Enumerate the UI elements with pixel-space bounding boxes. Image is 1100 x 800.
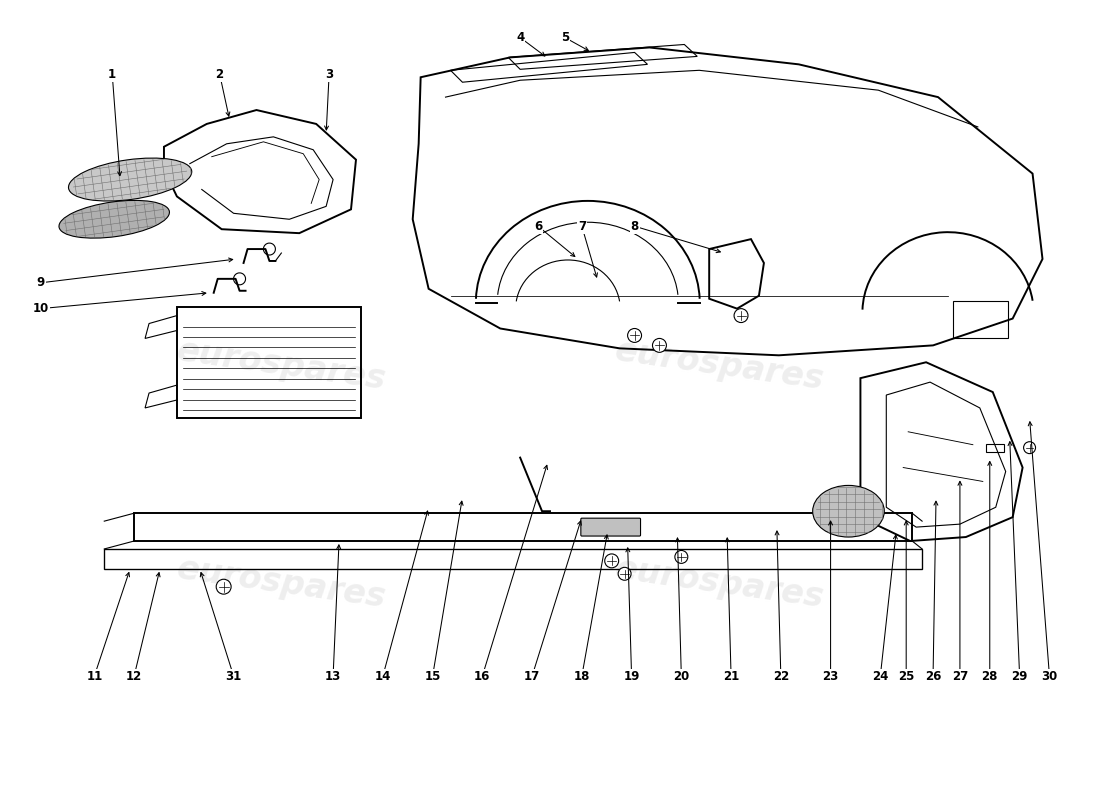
Text: 22: 22 <box>772 670 789 682</box>
Circle shape <box>605 554 618 568</box>
Bar <box>953 301 1008 338</box>
Bar <box>177 306 361 418</box>
Text: 30: 30 <box>1042 670 1057 682</box>
Text: 5: 5 <box>561 31 569 44</box>
Ellipse shape <box>59 200 169 238</box>
Text: 26: 26 <box>925 670 942 682</box>
Ellipse shape <box>813 486 884 537</box>
Text: 25: 25 <box>898 670 914 682</box>
Circle shape <box>652 338 667 352</box>
Ellipse shape <box>68 158 191 201</box>
Text: 16: 16 <box>474 670 491 682</box>
Text: 12: 12 <box>126 670 142 682</box>
Text: 2: 2 <box>216 68 223 81</box>
Text: 8: 8 <box>630 220 639 233</box>
Text: eurospares: eurospares <box>175 553 388 614</box>
Text: 15: 15 <box>425 670 441 682</box>
Text: 13: 13 <box>324 670 341 682</box>
Text: 19: 19 <box>624 670 640 682</box>
Bar <box>104 549 922 569</box>
Text: 20: 20 <box>673 670 690 682</box>
Circle shape <box>628 329 641 342</box>
Text: 27: 27 <box>952 670 968 682</box>
Circle shape <box>734 309 748 322</box>
Text: 9: 9 <box>36 276 45 290</box>
Text: 31: 31 <box>226 670 242 682</box>
Text: 14: 14 <box>375 670 390 682</box>
Circle shape <box>1024 442 1035 454</box>
Circle shape <box>618 567 631 580</box>
FancyBboxPatch shape <box>581 518 640 536</box>
Text: eurospares: eurospares <box>175 334 388 396</box>
Text: eurospares: eurospares <box>613 553 826 614</box>
Bar <box>986 444 1003 452</box>
Text: 28: 28 <box>981 670 998 682</box>
Text: 17: 17 <box>524 670 540 682</box>
Circle shape <box>217 579 231 594</box>
Bar <box>134 514 912 541</box>
Text: 29: 29 <box>1011 670 1027 682</box>
Text: 1: 1 <box>108 68 117 81</box>
Text: 7: 7 <box>578 220 586 233</box>
Text: 23: 23 <box>823 670 838 682</box>
Text: 21: 21 <box>723 670 739 682</box>
Text: 4: 4 <box>516 31 525 44</box>
Text: 11: 11 <box>86 670 102 682</box>
Text: eurospares: eurospares <box>613 334 826 396</box>
Text: 6: 6 <box>534 220 542 233</box>
Circle shape <box>675 550 688 563</box>
Text: 24: 24 <box>872 670 889 682</box>
Text: 10: 10 <box>33 302 48 315</box>
Text: 18: 18 <box>574 670 590 682</box>
Text: 3: 3 <box>326 68 333 81</box>
